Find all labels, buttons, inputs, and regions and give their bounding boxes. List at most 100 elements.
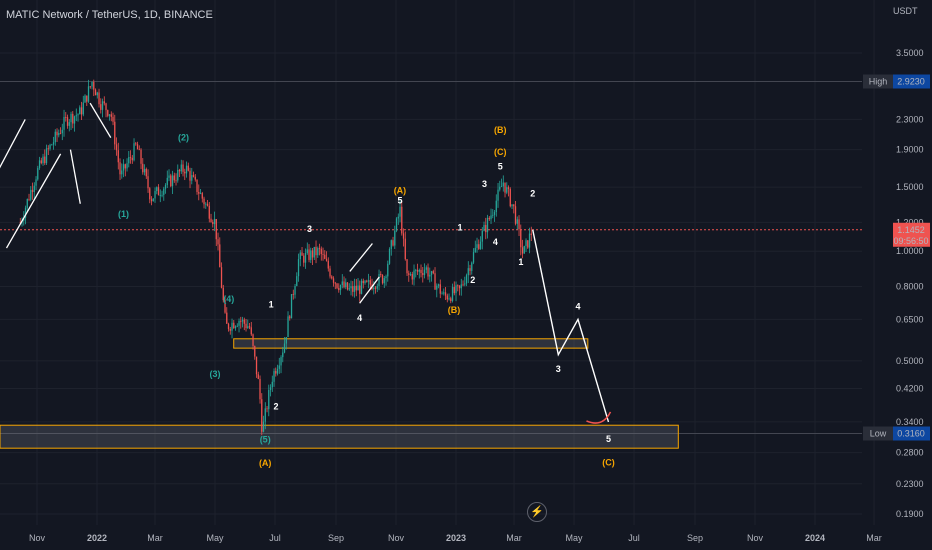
candle-body [296, 276, 298, 287]
candle-body [427, 267, 429, 277]
candle-body [147, 176, 149, 189]
candle-body [47, 148, 49, 150]
candle-body [161, 194, 163, 196]
candle-body [33, 185, 35, 193]
candle-body [278, 365, 280, 369]
candle-body [481, 230, 483, 242]
candle-body [238, 320, 240, 326]
y-tick-label: 0.1900 [896, 509, 924, 519]
candle-body [483, 225, 485, 231]
candle-body [397, 216, 399, 219]
candle-body [294, 286, 296, 295]
candle-body [493, 212, 496, 215]
wave-label: (B) [494, 125, 507, 135]
candle-body [373, 287, 375, 290]
candle-body [394, 230, 396, 246]
candle-body [301, 252, 303, 256]
candle-body [516, 219, 518, 224]
price-axis[interactable]: 3.5000 2.3000 1.9000 1.5000 1.2000 1.0000 0.80… [863, 6, 930, 519]
candle-body [58, 132, 60, 136]
candle-body [23, 217, 25, 221]
candle-body [450, 298, 452, 302]
candle-body [409, 274, 412, 275]
x-tick-label: Jul [628, 533, 640, 543]
wave-label: 4 [493, 237, 498, 247]
candle-body [429, 274, 431, 277]
candle-body [56, 131, 58, 136]
candle-body [261, 399, 263, 432]
candle-body [502, 182, 504, 187]
candle-body [215, 219, 217, 240]
candle-body [210, 218, 212, 222]
candle-body [486, 217, 489, 233]
candle-body [126, 163, 128, 169]
candle-body [385, 276, 387, 279]
wave-label: (A) [394, 185, 407, 195]
candle-body [121, 170, 123, 175]
candle-body [441, 293, 443, 295]
candle-body [527, 240, 529, 248]
candle-body [432, 271, 434, 274]
candle-body [59, 132, 62, 134]
last-price-bg [893, 222, 930, 247]
low-value: 0.3160 [897, 429, 925, 439]
candle-body [112, 116, 114, 122]
y-tick-label: 0.5000 [896, 356, 924, 366]
candle-body [89, 86, 91, 88]
candle-body [208, 205, 210, 219]
projection-path [532, 229, 610, 423]
candle-body [380, 273, 382, 275]
candle-body [520, 229, 522, 248]
candle-body [65, 117, 67, 118]
x-tick-label: 2023 [446, 533, 466, 543]
candle-body [422, 273, 424, 276]
candle-body [369, 280, 371, 285]
candle-body [192, 175, 195, 177]
candle-body [152, 198, 154, 202]
x-tick-label: Sep [328, 533, 344, 543]
candle-body [488, 217, 490, 220]
wave-label: 2 [274, 401, 279, 411]
candle-body [157, 187, 160, 196]
support-zone [233, 338, 589, 349]
candle-body [100, 104, 102, 110]
candle-body [460, 284, 462, 289]
candle-body [180, 164, 182, 172]
time-axis[interactable]: Nov 2022 Mar May Jul Sep Nov 2023 Mar May Jul Sep No… [29, 533, 882, 543]
candle-body [381, 274, 384, 284]
candle-body [511, 204, 513, 207]
candle-body [49, 144, 51, 149]
wave-label: (5) [260, 435, 271, 445]
candle-body [44, 156, 46, 164]
candle-body [66, 117, 69, 126]
candle-body [402, 233, 405, 239]
candle-body [297, 259, 300, 277]
candle-body [35, 179, 37, 186]
wave-label: (C) [602, 458, 615, 468]
candle-body [177, 169, 179, 181]
candle-body [383, 278, 385, 284]
candle-body [26, 199, 28, 208]
candle-body [367, 280, 370, 282]
candle-body [38, 160, 41, 169]
wave-label: 4 [357, 313, 362, 323]
lightning-icon[interactable]: ⚡ [527, 502, 547, 522]
candle-body [276, 368, 279, 374]
candle-body [94, 89, 97, 96]
candle-body [360, 280, 363, 294]
candle-body [203, 198, 205, 205]
y-tick-label: 1.9000 [896, 145, 924, 155]
candle-body [84, 95, 86, 103]
y-tick-label: 1.5000 [896, 182, 924, 192]
candle-body [378, 273, 380, 287]
low-label: Low [870, 429, 887, 439]
candle-body [93, 81, 95, 90]
y-tick-label: 1.0000 [896, 246, 924, 256]
candle-body [469, 268, 471, 271]
candle-body [61, 129, 63, 134]
candle-body [499, 186, 501, 190]
candle-body [163, 188, 165, 195]
candle-body [254, 346, 256, 357]
candle-body [338, 287, 340, 291]
